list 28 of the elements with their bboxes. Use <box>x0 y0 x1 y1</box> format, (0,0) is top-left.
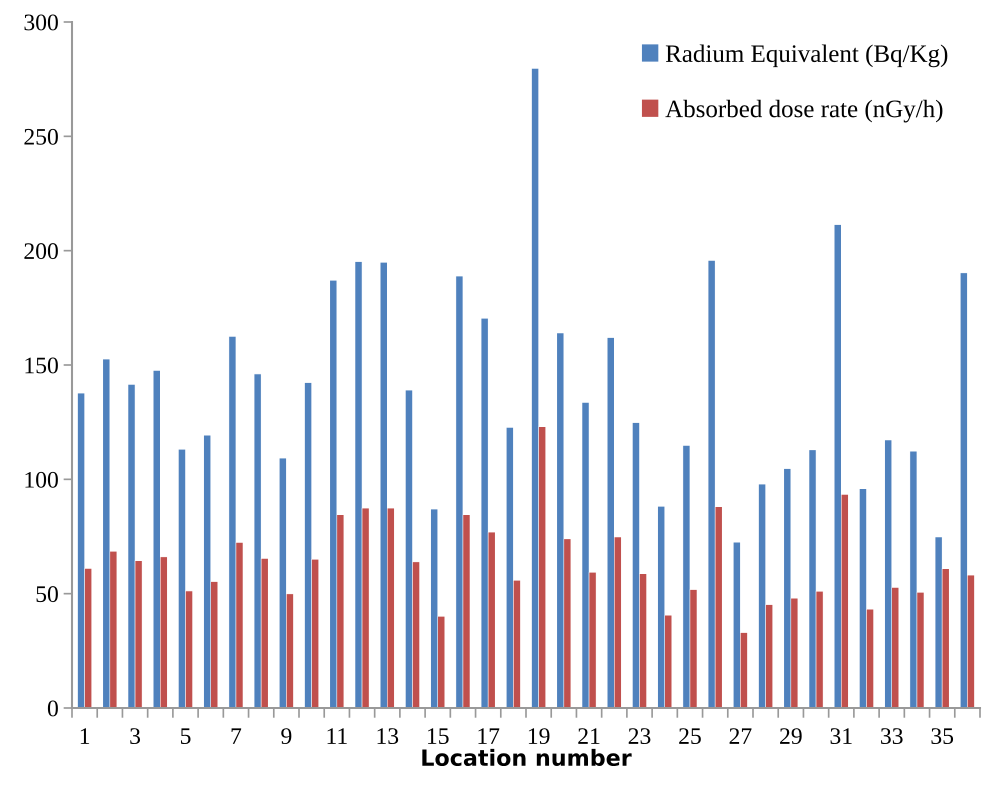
y-tick-label: 150 <box>25 357 58 374</box>
x-tick-label: 21 <box>578 728 600 744</box>
x-tick-label: 33 <box>881 728 903 744</box>
x-tick-label: 27 <box>730 728 752 744</box>
y-tick-label: 250 <box>24 128 58 145</box>
x-tick-label: 25 <box>679 728 701 744</box>
y-tick-label: 200 <box>24 243 58 260</box>
x-tick-label: 9 <box>281 728 292 744</box>
x-tick-label: 29 <box>780 728 802 744</box>
x-tick-label: 19 <box>528 728 550 744</box>
legend-label: Radium Equivalent (Bq/Kg) <box>666 44 948 68</box>
x-tick-label: 15 <box>428 728 449 744</box>
y-tick-label: 100 <box>25 472 58 488</box>
x-tick-label: 35 <box>931 728 954 744</box>
x-tick-label: 13 <box>378 728 398 744</box>
legend-label: Absorbed dose rate (nGy/h) <box>665 100 942 122</box>
x-tick-label: 11 <box>328 728 347 744</box>
x-axis-title: Location number <box>422 748 632 766</box>
y-tick-label: 50 <box>36 586 58 602</box>
y-tick-label: 300 <box>24 14 58 30</box>
y-tick-label: 0 <box>48 700 58 716</box>
x-tick-label: 7 <box>232 728 242 744</box>
x-tick-label: 31 <box>830 728 852 744</box>
x-tick-label: 1 <box>80 728 90 744</box>
x-tick-label: 23 <box>628 728 650 744</box>
x-tick-label: 5 <box>180 728 190 744</box>
x-tick-label: 17 <box>478 728 500 744</box>
x-tick-label: 3 <box>130 728 140 744</box>
